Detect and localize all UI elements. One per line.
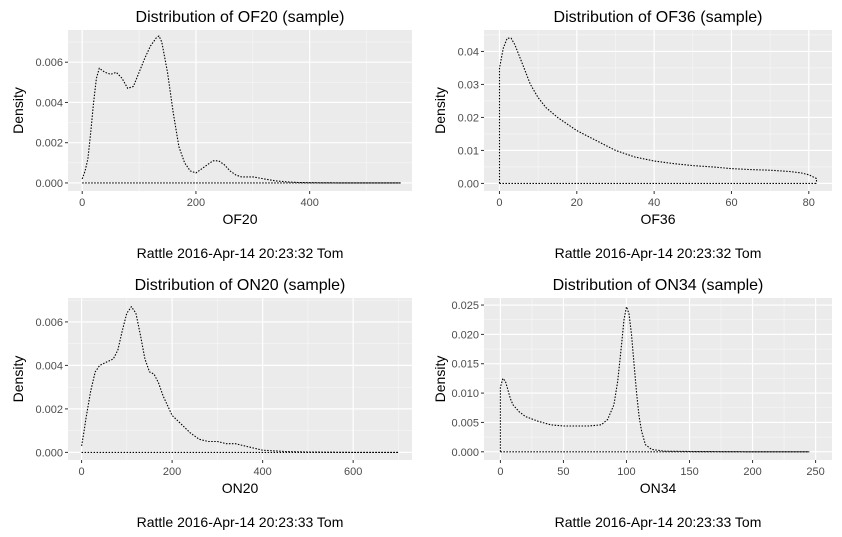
x-tick-label: 200 [743, 466, 761, 478]
x-axis-title: OF36 [640, 211, 675, 227]
y-tick-label: 0.000 [35, 447, 63, 459]
y-tick-label: 0.002 [35, 404, 63, 416]
density-line [81, 35, 401, 184]
y-tick-label: 0.006 [35, 57, 63, 69]
chart-title: Distribution of OF36 (sample) [554, 9, 763, 26]
density-panel-4: 0 50 100 150 200 250 0.000 0.005 0.010 0.015 0.020… [432, 277, 832, 530]
y-tick-label: 0.004 [35, 97, 63, 109]
rattle-caption: Rattle 2016-Apr-14 20:23:32 Tom [137, 245, 344, 261]
rattle-caption: Rattle 2016-Apr-14 20:23:32 Tom [555, 245, 762, 261]
x-tick-label: 0 [496, 197, 502, 209]
y-axis-title: Density [432, 87, 448, 134]
y-tick-label: 0.01 [458, 145, 479, 157]
x-tick-label: 80 [803, 197, 815, 209]
axis-ticks: 0 50 100 150 200 250 0.000 0.005 0.010 0.015 0.020… [451, 300, 824, 478]
density-panel-1: 0 200 400 0.000 0.002 0.004 0.006 Distribution … [10, 9, 412, 261]
rattle-caption: Rattle 2016-Apr-14 20:23:33 Tom [555, 514, 762, 530]
x-tick-label: 0 [79, 466, 85, 478]
x-tick-label: 250 [806, 466, 824, 478]
axis-ticks: 0 20 40 60 80 0.00 0.01 0.02 0.03 0.04 [458, 46, 815, 209]
rattle-caption: Rattle 2016-Apr-14 20:23:33 Tom [137, 514, 344, 530]
y-tick-label: 0.020 [451, 329, 479, 341]
x-tick-label: 400 [253, 466, 271, 478]
plot-panel-background [484, 30, 832, 191]
x-axis-title: ON34 [640, 480, 677, 496]
y-tick-label: 0.000 [451, 447, 479, 459]
x-tick-label: 400 [300, 197, 318, 209]
y-axis-title: Density [10, 87, 26, 134]
y-axis-title: Density [10, 356, 26, 403]
x-tick-label: 600 [344, 466, 362, 478]
x-tick-label: 0 [497, 466, 503, 478]
y-tick-label: 0.005 [451, 417, 479, 429]
density-panel-3: 0 200 400 600 0.000 0.002 0.004 0.006 Distributi… [10, 277, 412, 530]
axis-ticks: 0 200 400 600 0.000 0.002 0.004 0.006 [35, 317, 362, 478]
y-tick-label: 0.002 [35, 138, 63, 150]
y-tick-label: 0.025 [451, 300, 479, 312]
y-tick-label: 0.00 [458, 178, 479, 190]
gridlines [484, 298, 832, 460]
y-tick-label: 0.004 [35, 360, 63, 372]
y-tick-label: 0.015 [451, 359, 479, 371]
x-tick-label: 200 [187, 197, 205, 209]
x-axis-title: ON20 [222, 480, 259, 496]
x-tick-label: 20 [571, 197, 583, 209]
x-tick-label: 40 [648, 197, 660, 209]
chart-title: Distribution of OF20 (sample) [136, 9, 345, 26]
y-tick-label: 0.03 [458, 79, 479, 91]
axis-ticks: 0 200 400 0.000 0.002 0.004 0.006 [35, 57, 318, 209]
plot-panel-background [68, 30, 412, 191]
x-axis-title: OF20 [222, 211, 257, 227]
y-tick-label: 0.000 [35, 178, 63, 190]
x-tick-label: 100 [617, 466, 635, 478]
x-tick-label: 150 [680, 466, 698, 478]
x-tick-label: 60 [725, 197, 737, 209]
plot-panel-background [68, 298, 412, 460]
y-tick-label: 0.04 [458, 46, 479, 58]
x-tick-label: 200 [163, 466, 181, 478]
density-panel-2: 0 20 40 60 80 0.00 0.01 0.02 0.03 0.04 Distributio… [432, 9, 832, 261]
y-tick-label: 0.02 [458, 112, 479, 124]
x-tick-label: 50 [557, 466, 569, 478]
y-tick-label: 0.006 [35, 317, 63, 329]
density-line [498, 37, 818, 184]
chart-title: Distribution of ON20 (sample) [135, 277, 346, 294]
chart-title: Distribution of ON34 (sample) [553, 277, 764, 294]
y-axis-title: Density [432, 356, 448, 403]
y-tick-label: 0.010 [451, 388, 479, 400]
x-tick-label: 0 [79, 197, 85, 209]
